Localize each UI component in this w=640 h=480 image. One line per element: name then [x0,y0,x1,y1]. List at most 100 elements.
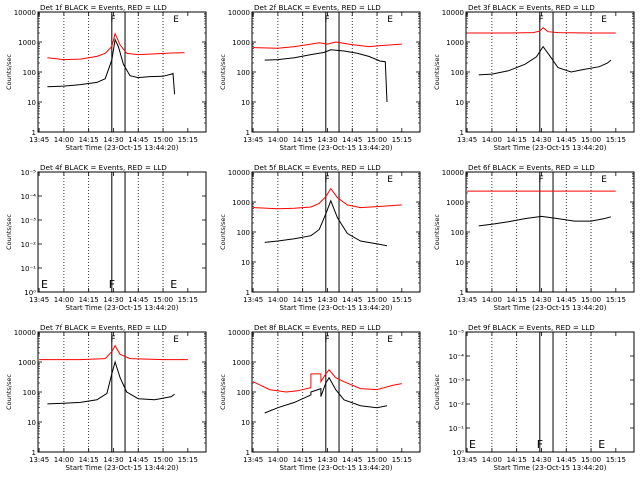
y-axis-label: Counts/sec [219,374,227,410]
x-axis-label: Start Time (23-Oct-15 13:44:20) [66,144,179,152]
lld-series-line [47,32,185,61]
x-tick-label: 13:45 [29,456,49,464]
y-tick-label: 10 [455,99,464,107]
lld-series-line [467,27,616,34]
chart-title: Det 9f BLACK = Events, RED = LLD [468,323,595,332]
chart-panel: Det 7f BLACK = Events, RED = LLD 1 10 100 10… [5,323,207,472]
x-tick-label: 14:30 [317,136,337,144]
events-series-line [264,376,388,414]
events-series-line [264,49,388,103]
events-series-line [47,37,176,95]
x-tick-label: 14:00 [54,296,74,304]
marker-label: E [170,278,177,291]
y-tick-label: 10000 [14,9,36,17]
x-tick-label: 14:15 [507,456,527,464]
y-tick-label: 10000 [442,169,464,177]
y-tick-label: 10000 [442,9,464,17]
x-tick-label: 14:00 [482,136,502,144]
plot-frame [251,171,421,293]
chart-panel: Det 9f BLACK = Events, RED = LLD 10⁰ 10⁻¹ 1… [433,323,635,472]
y-tick-label: 10 [241,259,250,267]
marker-label: E [387,335,393,345]
y-tick-label: 10 [241,99,250,107]
y-tick-label: 100 [451,69,464,77]
y-tick-label: 100 [237,229,250,237]
chart-title: Det 1f BLACK = Events, RED = LLD [40,3,167,12]
marker-label: E [387,175,393,185]
y-tick-label: 10⁻² [449,401,465,409]
x-tick-label: 15:00 [367,136,387,144]
y-axis-label: Counts/sec [5,54,13,90]
chart-title: Det 8f BLACK = Events, RED = LLD [254,323,381,332]
x-tick-label: 13:45 [457,296,477,304]
y-tick-label: 10⁻⁴ [449,353,465,361]
x-tick-label: 15:15 [178,136,198,144]
events-series-line [478,215,612,227]
x-tick-label: 15:00 [153,456,173,464]
x-tick-label: 15:00 [367,456,387,464]
y-axis-label: Counts/sec [219,214,227,250]
x-tick-label: 15:00 [581,136,601,144]
x-tick-label: 14:45 [128,456,148,464]
marker-label: E [598,438,605,451]
marker-label: F [110,15,115,25]
x-tick-label: 13:45 [243,136,263,144]
x-tick-label: 14:00 [54,136,74,144]
y-tick-label: 1 [460,129,464,137]
x-tick-label: 14:30 [531,456,551,464]
marker-label: F [324,175,329,185]
plot-frame [251,331,421,453]
x-axis-label: Start Time (23-Oct-15 13:44:20) [494,304,607,312]
x-tick-label: 14:15 [79,136,99,144]
x-tick-label: 14:30 [317,456,337,464]
x-tick-label: 13:45 [243,296,263,304]
y-tick-label: 10⁻⁵ [449,329,465,337]
x-axis-label: Start Time (23-Oct-15 13:44:20) [66,464,179,472]
events-series-line [47,360,175,405]
x-axis-label: Start Time (23-Oct-15 13:44:20) [494,144,607,152]
x-tick-label: 14:45 [342,456,362,464]
marker-label: E [173,15,179,25]
chart-panel: Det 8f BLACK = Events, RED = LLD 1 10 100 10… [219,323,421,472]
y-tick-label: 1000 [232,39,250,47]
y-tick-label: 100 [237,69,250,77]
x-tick-label: 15:15 [606,456,626,464]
y-axis-label: Counts/sec [5,374,13,410]
chart-panel: Det 3f BLACK = Events, RED = LLD 1 10 100 10… [433,3,635,152]
y-tick-label: 1000 [232,199,250,207]
y-tick-label: 1 [460,289,464,297]
x-tick-label: 15:00 [581,296,601,304]
x-tick-label: 14:45 [128,296,148,304]
marker-label: E [601,15,607,25]
x-axis-label: Start Time (23-Oct-15 13:44:20) [66,304,179,312]
y-tick-label: 10⁻² [21,241,37,249]
lld-series-line [253,187,402,210]
y-axis-label: Counts/sec [5,214,13,250]
y-tick-label: 100 [451,229,464,237]
y-tick-label: 10⁰ [452,449,464,457]
plot-frame [465,171,635,293]
y-tick-label: 10⁻¹ [449,425,465,433]
y-tick-label: 1000 [18,359,36,367]
x-tick-label: 14:30 [531,296,551,304]
x-tick-label: 14:45 [556,456,576,464]
y-tick-label: 10000 [14,329,36,337]
lld-series-line [252,369,402,393]
y-tick-label: 10 [241,419,250,427]
y-tick-label: 10⁻³ [21,217,37,225]
y-axis-label: Counts/sec [433,54,441,90]
y-tick-label: 10000 [228,9,250,17]
y-tick-label: 1 [246,449,250,457]
x-tick-label: 15:15 [178,296,198,304]
marker-label: F [324,15,329,25]
x-tick-label: 14:15 [507,136,527,144]
marker-label: E [387,15,393,25]
y-tick-label: 1 [32,449,36,457]
events-series-line [478,45,612,76]
x-tick-label: 13:45 [457,136,477,144]
x-tick-label: 14:30 [103,136,123,144]
x-tick-label: 14:45 [342,136,362,144]
x-tick-label: 15:15 [606,136,626,144]
marker-label: F [109,278,115,291]
x-axis-label: Start Time (23-Oct-15 13:44:20) [280,304,393,312]
